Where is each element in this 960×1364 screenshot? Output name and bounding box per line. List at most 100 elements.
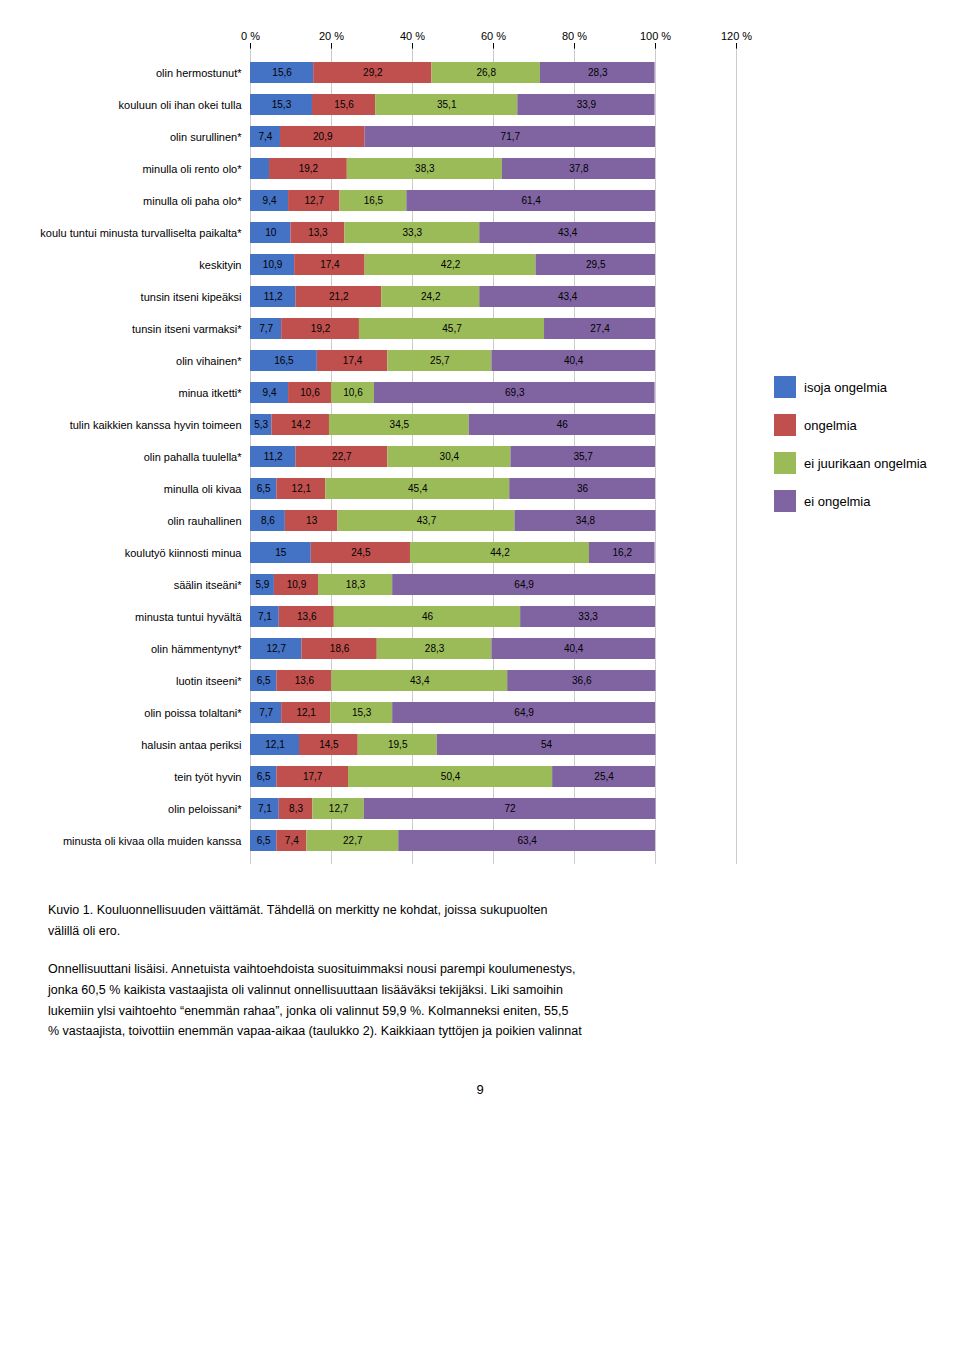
svg-text:8,6: 8,6 bbox=[261, 515, 275, 526]
svg-text:10,6: 10,6 bbox=[300, 387, 320, 398]
svg-text:minulla oli rento olo*: minulla oli rento olo* bbox=[142, 163, 242, 175]
svg-text:olin pahalla tuulella*: olin pahalla tuulella* bbox=[144, 451, 243, 463]
svg-text:12,1: 12,1 bbox=[296, 707, 316, 718]
svg-text:18,6: 18,6 bbox=[330, 643, 350, 654]
svg-text:6,5: 6,5 bbox=[257, 835, 271, 846]
svg-text:8,3: 8,3 bbox=[289, 803, 303, 814]
svg-text:12,7: 12,7 bbox=[305, 195, 325, 206]
svg-text:koulu tuntui minusta turvallis: koulu tuntui minusta turvalliselta paika… bbox=[40, 227, 242, 239]
svg-text:44,2: 44,2 bbox=[490, 547, 510, 558]
svg-text:33,9: 33,9 bbox=[577, 99, 597, 110]
svg-text:45,7: 45,7 bbox=[442, 323, 462, 334]
svg-text:64,9: 64,9 bbox=[514, 579, 534, 590]
svg-text:40,4: 40,4 bbox=[564, 355, 584, 366]
svg-text:29,5: 29,5 bbox=[586, 259, 606, 270]
svg-text:36: 36 bbox=[577, 483, 589, 494]
svg-text:19,2: 19,2 bbox=[311, 323, 331, 334]
svg-text:7,4: 7,4 bbox=[259, 131, 273, 142]
svg-text:0 %: 0 % bbox=[241, 30, 260, 42]
svg-text:12,1: 12,1 bbox=[292, 483, 312, 494]
svg-text:olin poissa tolaltani*: olin poissa tolaltani* bbox=[144, 707, 242, 719]
svg-text:koulutyö kiinnosti minua: koulutyö kiinnosti minua bbox=[125, 547, 243, 559]
svg-text:80 %: 80 % bbox=[562, 30, 587, 42]
svg-text:minulla oli paha olo*: minulla oli paha olo* bbox=[143, 195, 242, 207]
svg-text:21,2: 21,2 bbox=[329, 291, 349, 302]
svg-text:luotin itseeni*: luotin itseeni* bbox=[176, 675, 242, 687]
svg-text:24,5: 24,5 bbox=[351, 547, 371, 558]
svg-text:minusta tuntui hyvältä: minusta tuntui hyvältä bbox=[135, 611, 242, 623]
svg-text:11,2: 11,2 bbox=[264, 451, 283, 462]
svg-text:37,8: 37,8 bbox=[569, 163, 589, 174]
svg-text:keskityin: keskityin bbox=[199, 259, 241, 271]
svg-text:29,2: 29,2 bbox=[363, 67, 383, 78]
svg-text:120 %: 120 % bbox=[721, 30, 752, 42]
svg-text:22,7: 22,7 bbox=[332, 451, 352, 462]
svg-text:10: 10 bbox=[265, 227, 277, 238]
svg-text:33,3: 33,3 bbox=[403, 227, 423, 238]
svg-text:10,9: 10,9 bbox=[287, 579, 307, 590]
svg-text:14,2: 14,2 bbox=[291, 419, 311, 430]
svg-text:43,4: 43,4 bbox=[410, 675, 430, 686]
svg-text:13,6: 13,6 bbox=[295, 675, 315, 686]
svg-text:tunsin itseni kipeäksi: tunsin itseni kipeäksi bbox=[141, 291, 242, 303]
svg-text:100 %: 100 % bbox=[640, 30, 671, 42]
svg-text:minulla oli kivaa: minulla oli kivaa bbox=[164, 483, 243, 495]
svg-text:45,4: 45,4 bbox=[408, 483, 428, 494]
svg-text:olin vihainen*: olin vihainen* bbox=[176, 355, 242, 367]
svg-text:5,3: 5,3 bbox=[254, 419, 268, 430]
svg-text:9,4: 9,4 bbox=[263, 195, 277, 206]
svg-text:26,8: 26,8 bbox=[476, 67, 496, 78]
svg-text:54: 54 bbox=[541, 739, 553, 750]
svg-text:10,6: 10,6 bbox=[343, 387, 363, 398]
svg-text:69,3: 69,3 bbox=[505, 387, 525, 398]
svg-text:13,6: 13,6 bbox=[297, 611, 317, 622]
svg-text:28,3: 28,3 bbox=[588, 67, 608, 78]
svg-text:olin surullinen*: olin surullinen* bbox=[170, 131, 242, 143]
svg-text:13: 13 bbox=[306, 515, 318, 526]
svg-text:16,5: 16,5 bbox=[364, 195, 384, 206]
svg-text:minusta oli kivaa olla muiden: minusta oli kivaa olla muiden kanssa bbox=[63, 835, 242, 847]
svg-text:30,4: 30,4 bbox=[440, 451, 460, 462]
svg-text:15,6: 15,6 bbox=[334, 99, 354, 110]
svg-text:38,3: 38,3 bbox=[415, 163, 435, 174]
svg-text:7,4: 7,4 bbox=[285, 835, 299, 846]
svg-text:64,9: 64,9 bbox=[514, 707, 534, 718]
svg-text:40 %: 40 % bbox=[400, 30, 425, 42]
svg-text:24,2: 24,2 bbox=[421, 291, 441, 302]
svg-text:50,4: 50,4 bbox=[441, 771, 461, 782]
svg-text:13,3: 13,3 bbox=[308, 227, 328, 238]
svg-text:11,2: 11,2 bbox=[264, 291, 283, 302]
svg-text:15: 15 bbox=[275, 547, 287, 558]
svg-text:12,1: 12,1 bbox=[265, 739, 285, 750]
svg-text:20,9: 20,9 bbox=[313, 131, 333, 142]
svg-text:6,5: 6,5 bbox=[257, 771, 271, 782]
svg-text:25,7: 25,7 bbox=[430, 355, 450, 366]
svg-text:9,4: 9,4 bbox=[263, 387, 277, 398]
svg-text:tulin kaikkien kanssa hyvin to: tulin kaikkien kanssa hyvin toimeen bbox=[70, 419, 242, 431]
svg-text:olin hermostunut*: olin hermostunut* bbox=[156, 67, 242, 79]
svg-text:15,3: 15,3 bbox=[352, 707, 372, 718]
svg-text:72: 72 bbox=[505, 803, 517, 814]
svg-text:43,7: 43,7 bbox=[417, 515, 437, 526]
svg-text:säälin itseäni*: säälin itseäni* bbox=[174, 579, 243, 591]
svg-text:17,4: 17,4 bbox=[320, 259, 340, 270]
svg-text:17,7: 17,7 bbox=[303, 771, 323, 782]
svg-text:46: 46 bbox=[557, 419, 569, 430]
svg-text:63,4: 63,4 bbox=[517, 835, 537, 846]
svg-text:14,5: 14,5 bbox=[319, 739, 339, 750]
svg-text:33,3: 33,3 bbox=[578, 611, 598, 622]
svg-text:60 %: 60 % bbox=[481, 30, 506, 42]
svg-text:25,4: 25,4 bbox=[594, 771, 614, 782]
svg-text:5,9: 5,9 bbox=[255, 579, 269, 590]
svg-text:43,4: 43,4 bbox=[558, 227, 578, 238]
svg-text:12,7: 12,7 bbox=[329, 803, 349, 814]
svg-text:42,2: 42,2 bbox=[441, 259, 461, 270]
svg-text:36,6: 36,6 bbox=[572, 675, 592, 686]
svg-text:7,7: 7,7 bbox=[259, 323, 273, 334]
svg-text:27,4: 27,4 bbox=[590, 323, 610, 334]
svg-text:19,5: 19,5 bbox=[388, 739, 408, 750]
svg-text:22,7: 22,7 bbox=[343, 835, 363, 846]
svg-text:19,2: 19,2 bbox=[299, 163, 319, 174]
svg-text:6,5: 6,5 bbox=[257, 483, 271, 494]
svg-text:olin peloissani*: olin peloissani* bbox=[168, 803, 242, 815]
